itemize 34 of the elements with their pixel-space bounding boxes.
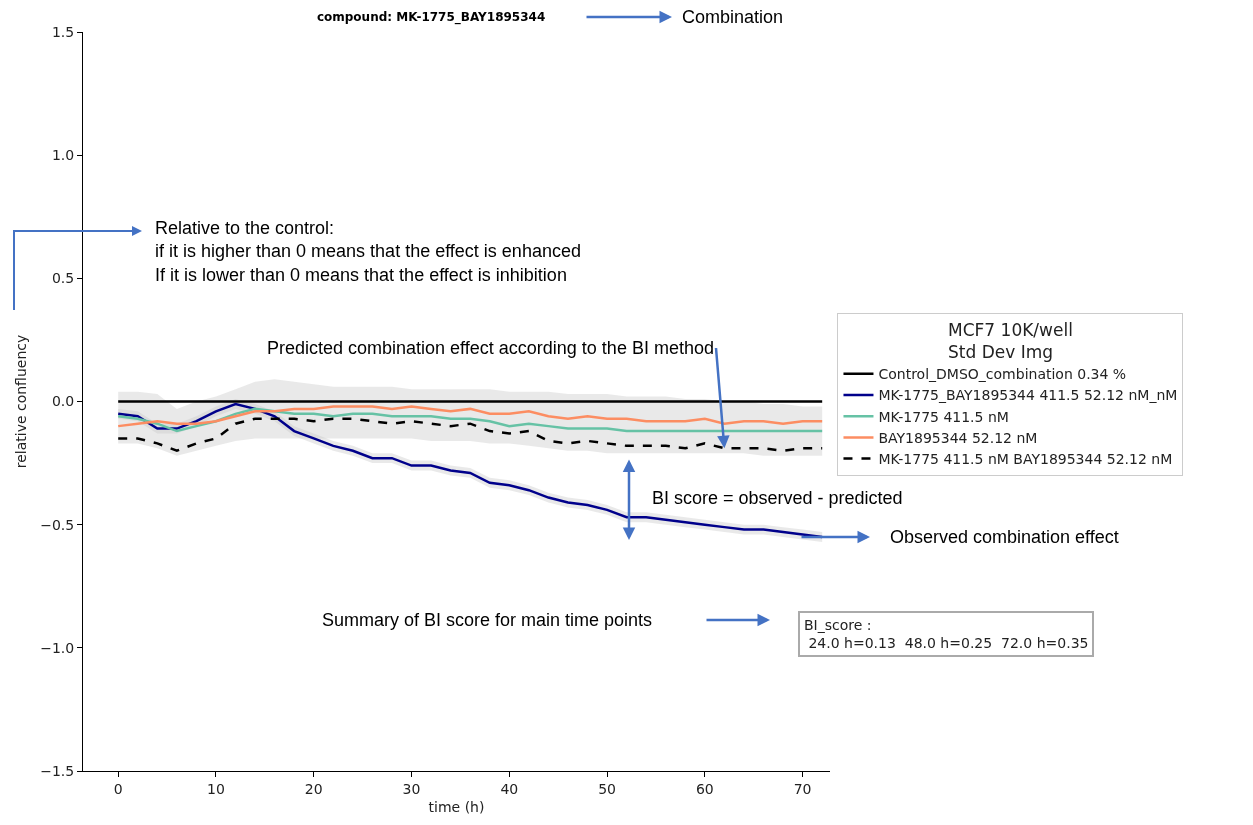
x-tick-label: 70 [793,780,812,797]
x-tick-label: 10 [207,780,225,797]
x-tick-label: 0 [113,780,123,797]
line-series [116,405,824,428]
y-tick-label: −0.5 [40,516,75,533]
y-tick-label: 1.0 [51,147,75,164]
legend-label: MK-1775_BAY1895344 411.5 52.12 nM_nM [878,387,1178,404]
chart-title: compound: MK-1775_BAY1895344 [316,10,546,26]
x-tick-label: 30 [402,780,421,797]
x-tick-label: 40 [500,780,519,797]
y-tick-label: −1.5 [40,762,75,779]
line-series [116,417,824,453]
y-tick-label: 0.5 [51,270,75,287]
legend-label: Control_DMSO_combination 0.34 % [878,366,1127,383]
annotation: Summary of BI score for main time points [322,610,653,630]
legend-title: MCF7 10K/well Std Dev Img [948,320,1073,363]
text: Observed combination effect [890,527,1119,547]
annotation: BI score = observed - predicted [652,488,903,508]
legend-label: MK-1775 411.5 nM [878,408,1009,425]
x-axis-title: time (h) [428,799,485,816]
legend-label: MK-1775 411.5 nM BAY1895344 52.12 nM [878,451,1173,468]
y-tick-label: 1.5 [51,23,75,40]
x-tick-label: 60 [695,780,714,797]
x-tick-label: 20 [304,780,323,797]
y-axis-title: relative confluency [12,334,29,469]
y-tick-label: −1.0 [40,639,75,656]
line-series [116,407,824,433]
x-tick-label: 50 [598,780,616,797]
annotation: BI_score : 24.0 h=0.13 48.0 h=0.25 72.0 h=0.35 [804,617,1089,652]
annotation: Relative to the control: if it is higher than 0 means that the effect is enhanced If it is lower than 0 means that the effect is inhibition [155,218,581,285]
legend-label: BAY1895344 52.12 nM [878,429,1038,446]
text: Combination [682,7,784,27]
annotation: Predicted combination effect according to the BI method [267,338,714,358]
y-tick-label: 0.0 [51,393,75,410]
